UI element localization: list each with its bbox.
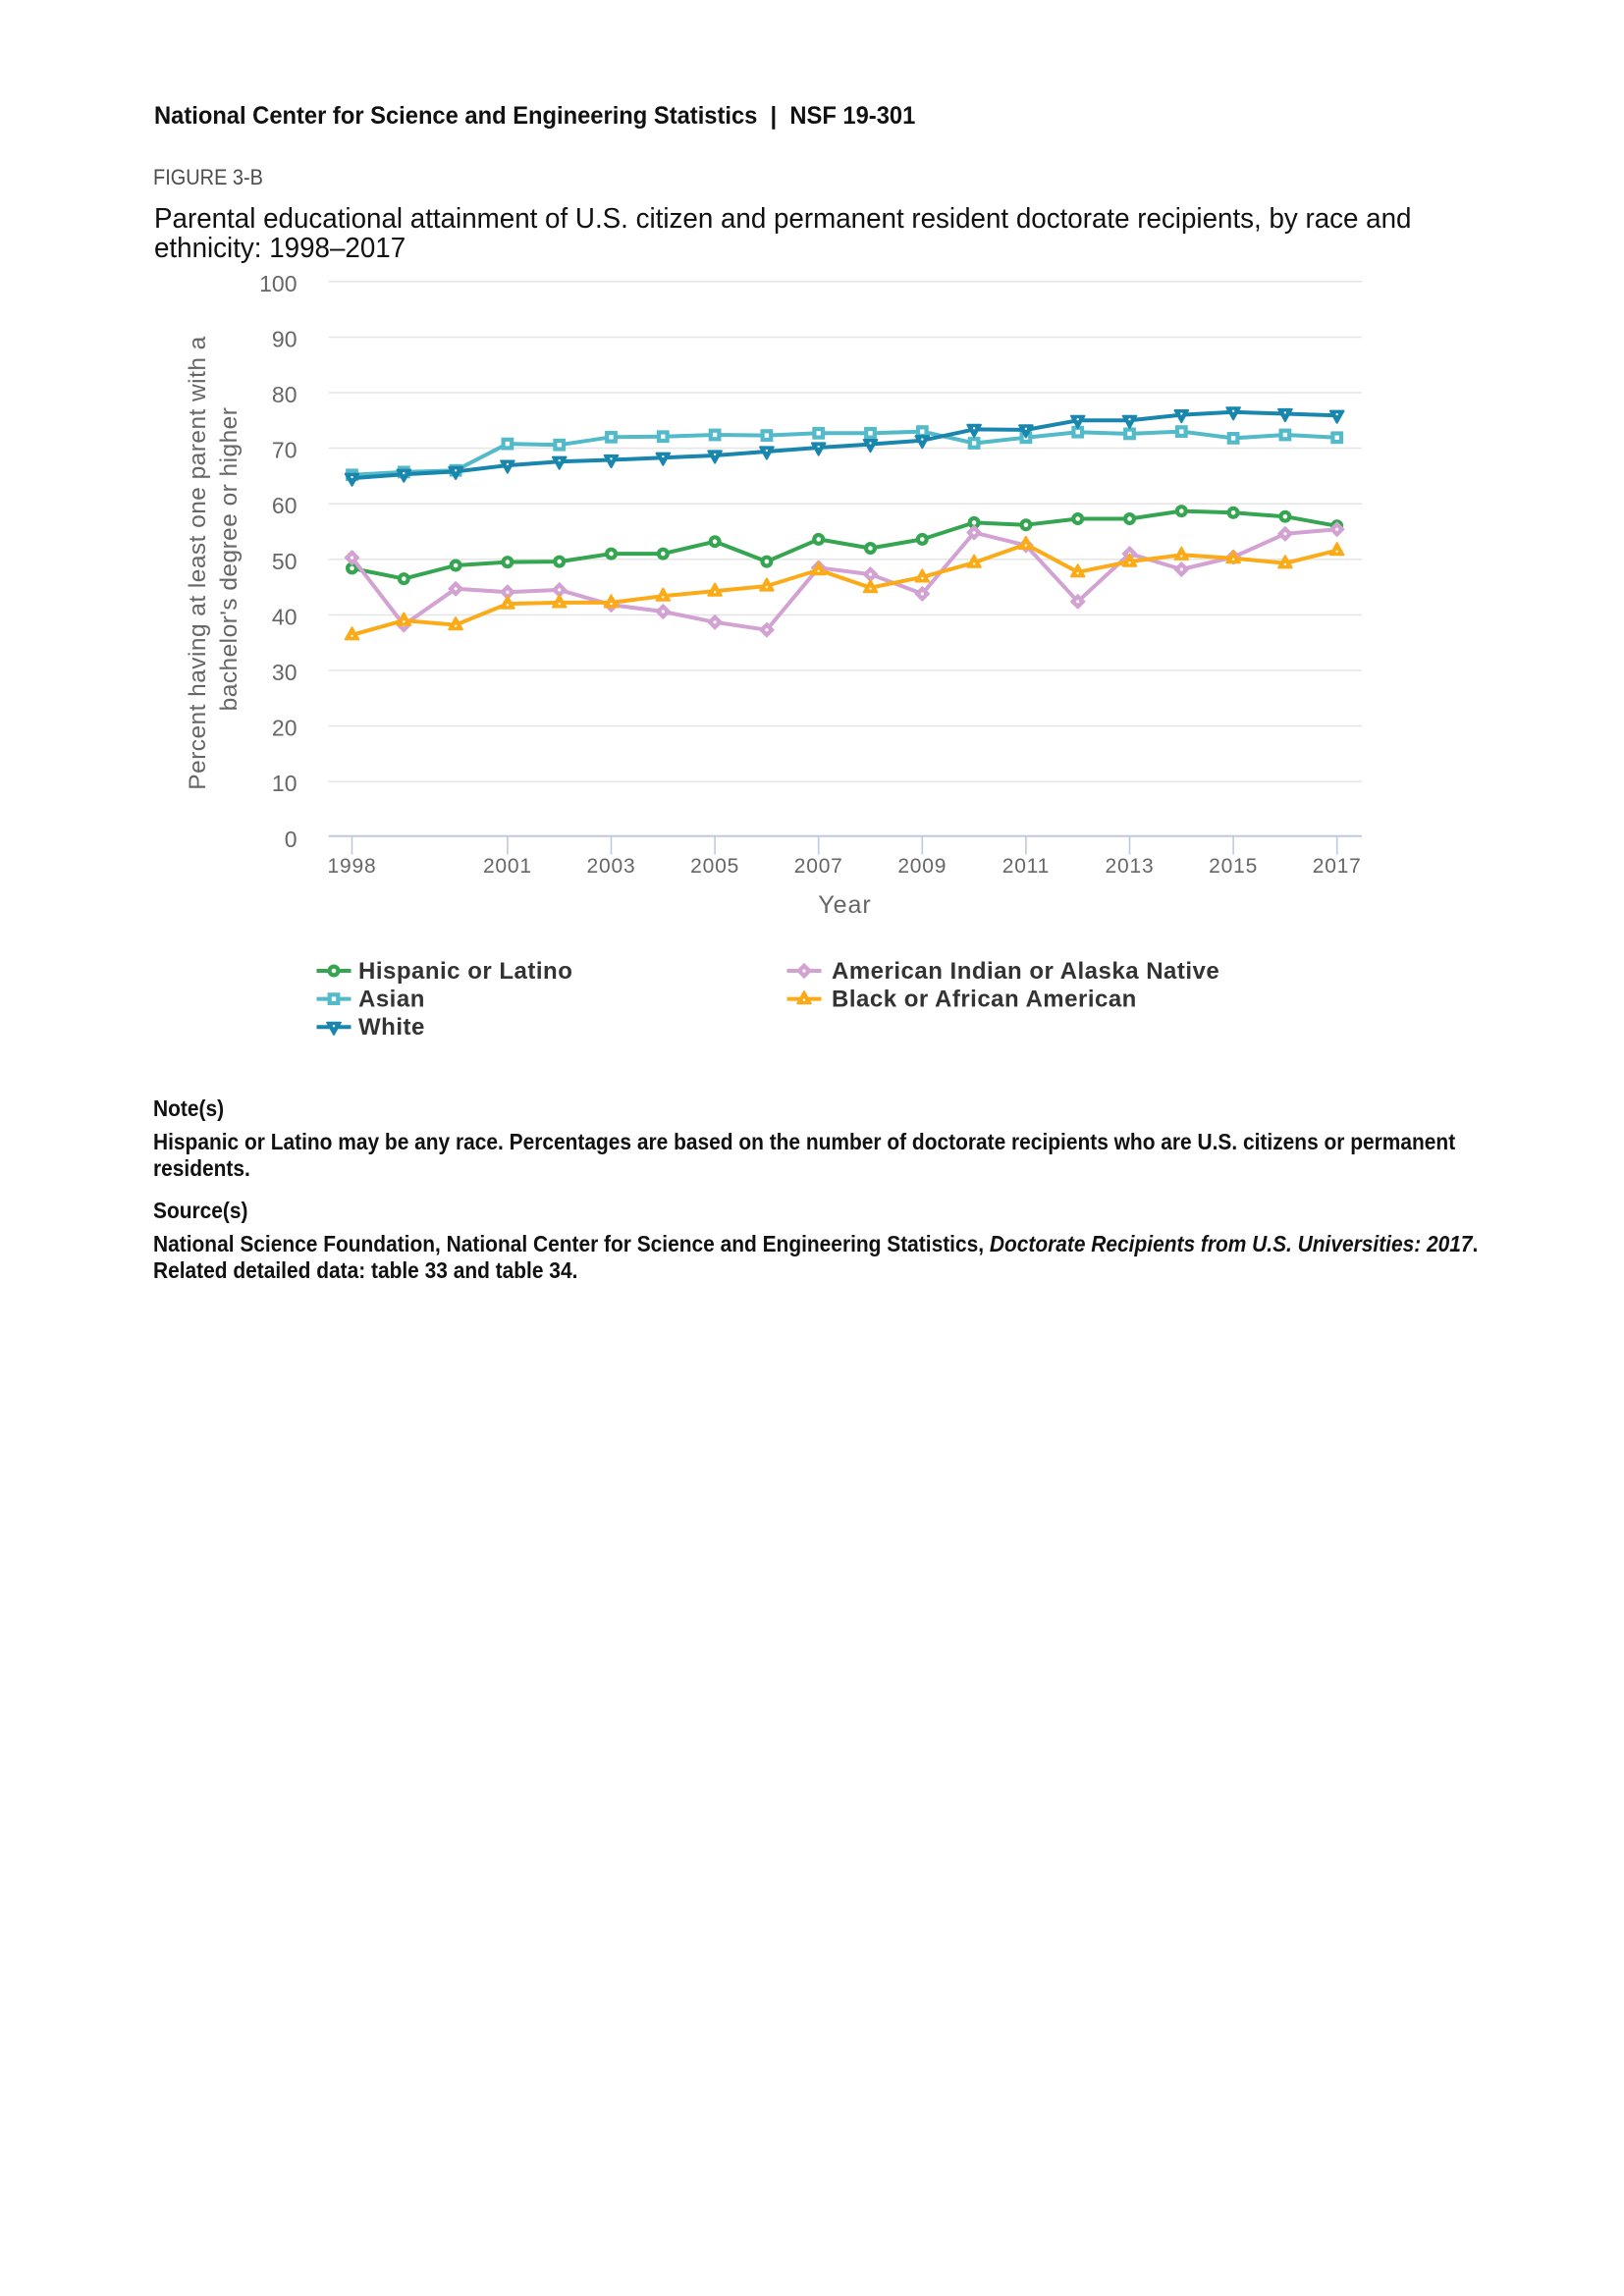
svg-text:90: 90 [272,326,298,351]
svg-text:2005: 2005 [690,855,739,878]
svg-text:0: 0 [285,827,298,852]
svg-text:2015: 2015 [1209,855,1258,878]
svg-text:80: 80 [272,382,298,407]
svg-text:70: 70 [272,438,298,463]
svg-text:Hispanic or Latino: Hispanic or Latino [358,958,572,985]
svg-text:2003: 2003 [587,855,636,878]
svg-text:Percent having at least one pa: Percent having at least one parent with … [185,336,211,789]
svg-text:Black or African American: Black or African American [832,986,1137,1012]
svg-text:2013: 2013 [1106,855,1155,878]
svg-text:40: 40 [272,604,298,629]
svg-text:2009: 2009 [897,855,947,878]
svg-text:Asian: Asian [358,986,425,1012]
svg-text:2007: 2007 [794,855,843,878]
svg-text:2017: 2017 [1313,855,1362,878]
svg-text:American Indian or Alaska Nati: American Indian or Alaska Native [832,958,1219,985]
svg-text:20: 20 [272,716,298,741]
svg-text:Year: Year [818,891,872,919]
svg-text:2011: 2011 [1002,855,1050,878]
svg-text:bachelor's degree or higher: bachelor's degree or higher [216,407,243,712]
svg-text:60: 60 [272,493,298,518]
svg-text:30: 30 [272,660,298,685]
svg-text:100: 100 [259,271,297,296]
svg-text:White: White [358,1014,425,1041]
svg-text:50: 50 [272,549,298,574]
svg-text:2001: 2001 [483,855,532,878]
svg-text:10: 10 [272,771,298,796]
svg-text:1998: 1998 [328,855,377,878]
